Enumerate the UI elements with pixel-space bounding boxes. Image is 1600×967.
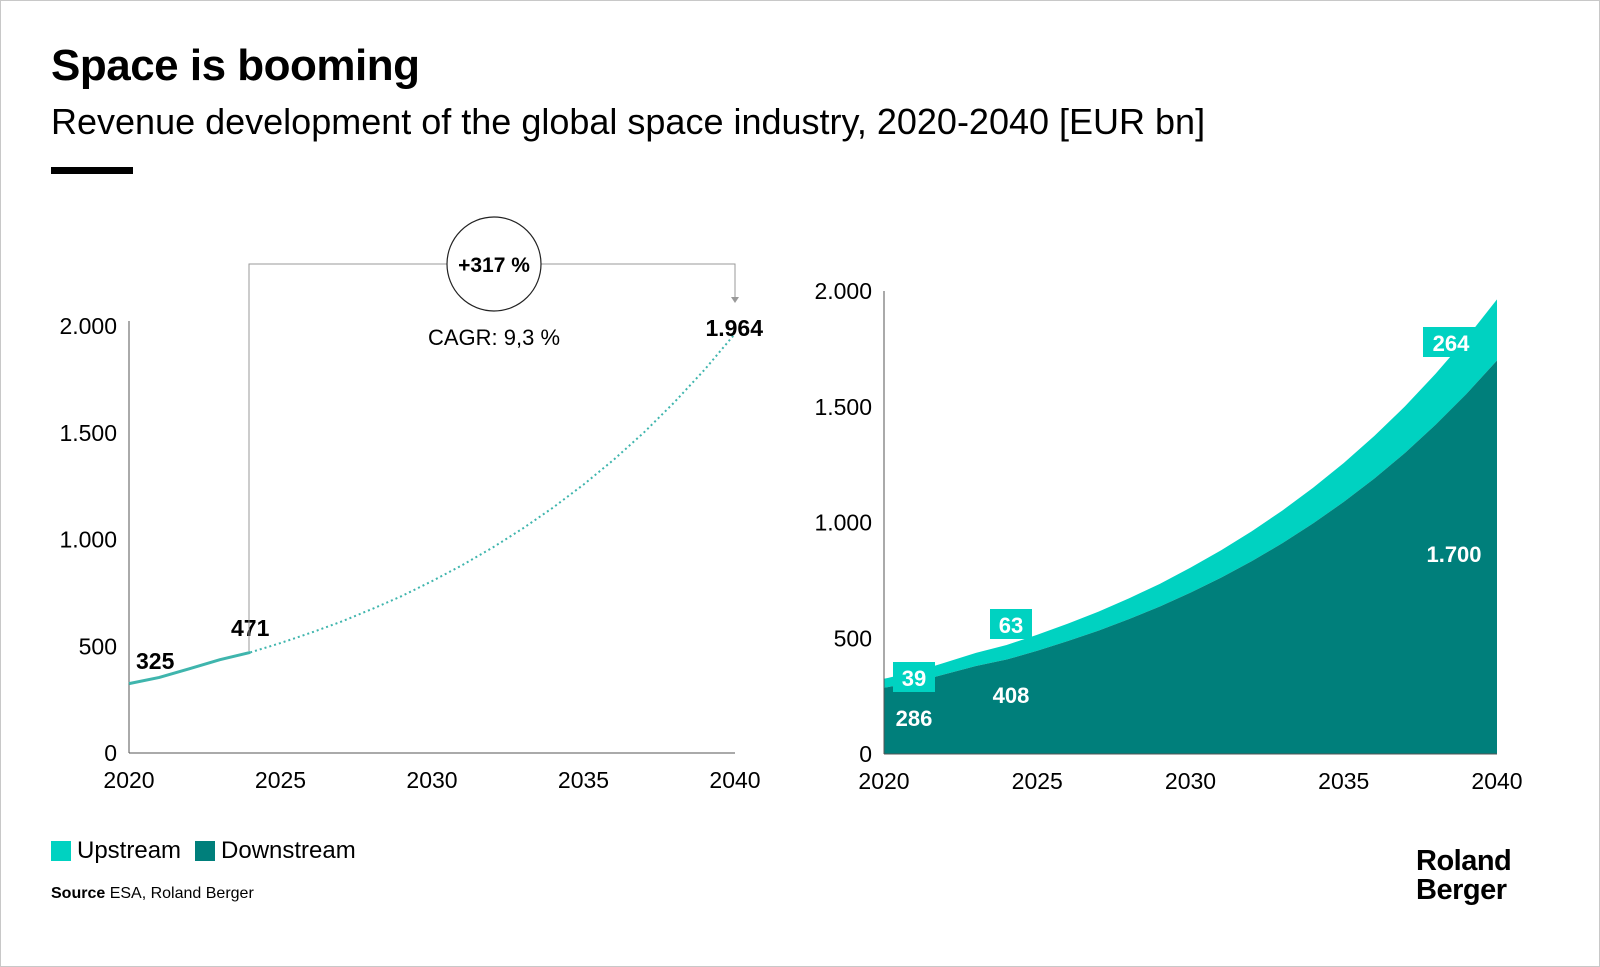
upstream-label-box [990,609,1032,639]
y-tick-label: 500 [834,625,872,651]
total-line-actual [128,650,251,686]
y-tick-label: 1.500 [814,394,872,420]
x-tick-label: 2025 [255,767,306,793]
cagr-label: CAGR: 9,3 % [428,325,560,350]
x-tick-label: 2020 [858,768,909,794]
page-title: Space is booming [51,41,420,90]
x-tick-label: 2040 [709,767,760,793]
upstream-label-box [1423,327,1479,357]
upstream-data-label: 63 [999,613,1023,638]
x-tick-label: 2020 [103,767,154,793]
upstream-data-label: 39 [902,666,926,691]
data-label: 325 [136,648,175,674]
x-tick-label: 2035 [558,767,609,793]
legend-item-downstream: Downstream [195,837,356,865]
growth-bracket-left [248,263,447,651]
y-tick-label: 1.500 [59,420,117,446]
title-underline [51,167,133,174]
upstream-data-label: 264 [1433,331,1470,356]
x-tick-label: 2030 [406,767,457,793]
logo-line: Berger [1416,874,1507,906]
source-note: Source ESA, Roland Berger [51,885,254,903]
y-tick-label: 1.000 [59,527,117,553]
legend: Upstream Downstream [51,837,356,865]
legend-label: Downstream [221,837,356,864]
y-tick-label: 1.000 [814,510,872,536]
legend-swatch [51,841,71,861]
downstream-data-label: 1.700 [1426,542,1481,567]
growth-circle [446,216,542,312]
y-tick-label: 0 [859,741,872,767]
x-tick-label: 2040 [1471,768,1522,794]
legend-label: Upstream [77,837,182,864]
downstream-data-label: 286 [896,706,933,731]
area-downstream [884,360,1497,754]
roland-berger-logo: Roland Berger [1416,845,1512,906]
x-tick-label: 2025 [1012,768,1063,794]
y-tick-label: 500 [79,633,117,659]
x-tick-label: 2035 [1318,768,1369,794]
logo-line: Roland [1416,845,1512,877]
y-tick-label: 2.000 [814,278,872,304]
growth-label: +317 % [458,254,530,277]
source-text: ESA, Roland Berger [105,885,254,902]
y-tick-label: 2.000 [59,313,117,339]
legend-item-upstream: Upstream [51,837,181,865]
upstream-label-box [893,662,935,692]
total-line-projection [249,333,736,654]
data-label: 471 [231,615,270,641]
growth-bracket-right [541,263,736,299]
data-label: 1.964 [705,315,763,341]
arrow-head-icon [731,297,739,303]
x-tick-label: 2030 [1165,768,1216,794]
y-tick-label: 0 [104,740,117,766]
page-subtitle: Revenue development of the global space … [51,101,1206,142]
legend-swatch [195,841,216,861]
source-label: Source [51,885,106,902]
downstream-data-label: 408 [993,683,1030,708]
